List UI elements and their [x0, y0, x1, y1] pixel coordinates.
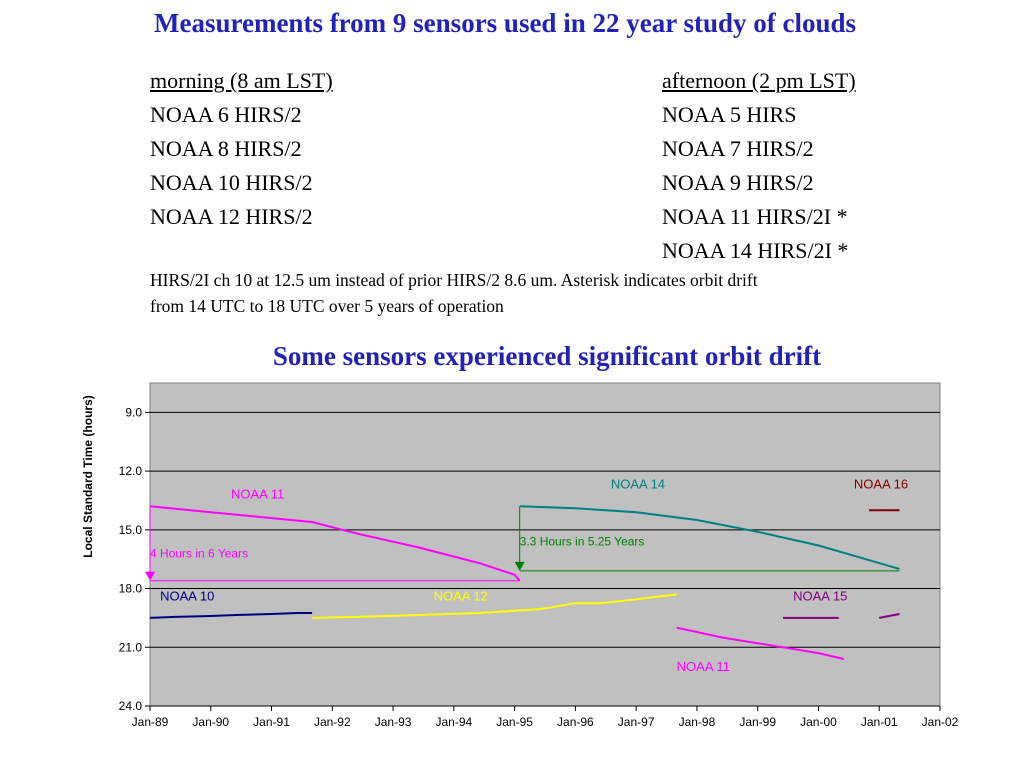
series-line: [676, 626, 845, 660]
series-label: NOAA 14: [611, 477, 665, 492]
x-tick-label: Jan-90: [192, 715, 229, 729]
sensor-item: NOAA 10 HIRS/2: [150, 170, 313, 195]
annotation-arrow: [145, 571, 155, 581]
x-tick-label: Jan-94: [435, 715, 472, 729]
y-tick-label: 12.0: [119, 464, 143, 478]
sensor-item: NOAA 14 HIRS/2I *: [662, 238, 849, 263]
annotation-arrow: [514, 561, 525, 571]
x-tick-label: Jan-93: [375, 715, 412, 729]
sensor-item: NOAA 6 HIRS/2: [150, 102, 302, 127]
sensor-item: NOAA 7 HIRS/2: [662, 136, 814, 161]
afternoon-sensor-column: afternoon (2 pm LST) NOAA 5 HIRS NOAA 7 …: [662, 64, 856, 268]
y-axis-label: Local Standard Time (hours): [81, 395, 95, 557]
x-tick-label: Jan-92: [314, 715, 351, 729]
y-tick-label: 9.0: [125, 405, 142, 419]
series-line: [519, 505, 900, 570]
series-line: [149, 505, 521, 582]
x-tick-label: Jan-98: [679, 715, 716, 729]
y-tick-label: 21.0: [119, 640, 143, 654]
x-tick-label: Jan-02: [922, 715, 959, 729]
x-tick-label: Jan-99: [739, 715, 776, 729]
y-tick-label: 24.0: [119, 699, 143, 713]
series-label: NOAA 10: [160, 588, 214, 603]
series-label: NOAA 12: [434, 588, 488, 603]
x-tick-label: Jan-97: [618, 715, 655, 729]
x-tick-label: Jan-95: [496, 715, 533, 729]
sensor-note: HIRS/2I ch 10 at 12.5 um instead of prio…: [150, 267, 970, 319]
morning-heading: morning (8 am LST): [150, 68, 333, 93]
annotation-label: 4 Hours in 6 Years: [150, 546, 248, 560]
sensor-item: NOAA 11 HIRS/2I *: [662, 204, 848, 229]
series-line: [312, 593, 677, 619]
x-tick-label: Jan-96: [557, 715, 594, 729]
page-title: Measurements from 9 sensors used in 22 y…: [153, 8, 856, 38]
sensor-item: NOAA 9 HIRS/2: [662, 170, 814, 195]
y-tick-label: 18.0: [119, 582, 143, 596]
x-tick-label: Jan-01: [861, 715, 898, 729]
series-label: NOAA 15: [793, 588, 847, 603]
x-tick-label: Jan-00: [800, 715, 837, 729]
annotation-label: 3.3 Hours in 5.25 Years: [520, 535, 645, 549]
note-line: HIRS/2I ch 10 at 12.5 um instead of prio…: [150, 270, 758, 290]
sensor-item: NOAA 8 HIRS/2: [150, 136, 302, 161]
note-line: from 14 UTC to 18 UTC over 5 years of op…: [150, 296, 504, 316]
sensor-item: NOAA 5 HIRS: [662, 102, 797, 127]
x-tick-label: Jan-91: [253, 715, 290, 729]
series-line: [149, 612, 313, 619]
afternoon-heading: afternoon (2 pm LST): [662, 68, 856, 93]
morning-sensor-column: morning (8 am LST) NOAA 6 HIRS/2 NOAA 8 …: [150, 64, 333, 234]
series-label: NOAA 16: [854, 477, 908, 492]
series-label: NOAA 11: [231, 486, 284, 501]
x-tick-label: Jan-89: [132, 715, 169, 729]
series-label: NOAA 11: [677, 659, 730, 674]
sensor-item: NOAA 12 HIRS/2: [150, 204, 313, 229]
y-tick-label: 15.0: [119, 523, 143, 537]
chart-subtitle: Some sensors experienced significant orb…: [272, 341, 822, 371]
series-line: [879, 613, 900, 619]
